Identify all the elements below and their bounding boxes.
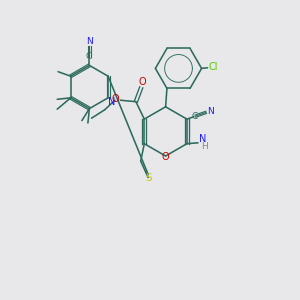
Text: Cl: Cl [209,62,218,72]
Text: H: H [201,142,207,151]
Text: C: C [191,112,197,121]
Text: N: N [108,97,116,107]
Text: C: C [86,52,92,61]
Text: O: O [162,152,170,162]
Text: N: N [199,134,206,145]
Text: N: N [207,107,213,116]
Text: O: O [139,77,146,87]
Text: N: N [86,37,93,46]
Text: O: O [111,94,119,104]
Text: S: S [145,173,152,183]
